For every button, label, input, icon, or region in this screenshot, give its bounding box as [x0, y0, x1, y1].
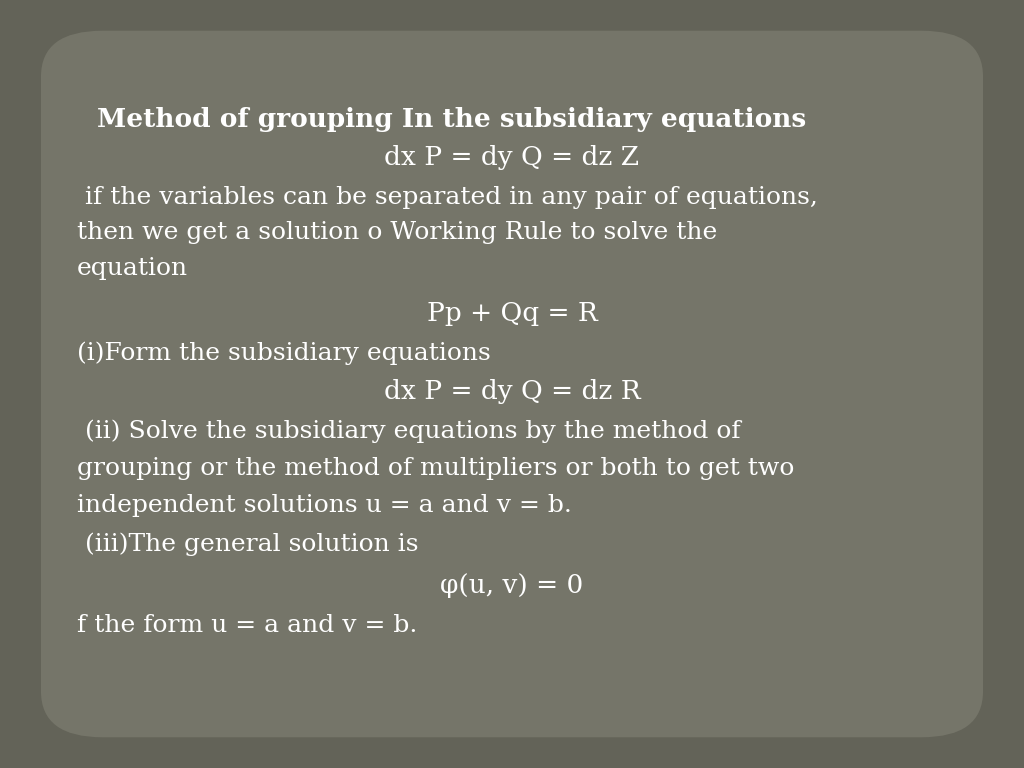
- Text: (i)Form the subsidiary equations: (i)Form the subsidiary equations: [77, 342, 490, 365]
- FancyBboxPatch shape: [41, 31, 983, 737]
- Text: Method of grouping In the subsidiary equations: Method of grouping In the subsidiary equ…: [97, 107, 807, 131]
- Text: grouping or the method of multipliers or both to get two: grouping or the method of multipliers or…: [77, 457, 795, 480]
- Text: f the form u = a and v = b.: f the form u = a and v = b.: [77, 614, 417, 637]
- Text: dx P = dy Q = dz R: dx P = dy Q = dz R: [384, 379, 640, 404]
- Text: then we get a solution o Working Rule to solve the: then we get a solution o Working Rule to…: [77, 221, 717, 244]
- Text: if the variables can be separated in any pair of equations,: if the variables can be separated in any…: [77, 186, 818, 209]
- Text: (ii) Solve the subsidiary equations by the method of: (ii) Solve the subsidiary equations by t…: [77, 420, 740, 443]
- Text: Pp + Qq = R: Pp + Qq = R: [427, 301, 597, 326]
- Text: equation: equation: [77, 257, 188, 280]
- Text: (iii)The general solution is: (iii)The general solution is: [77, 532, 418, 555]
- Text: independent solutions u = a and v = b.: independent solutions u = a and v = b.: [77, 494, 571, 517]
- Text: dx P = dy Q = dz Z: dx P = dy Q = dz Z: [384, 145, 640, 170]
- Text: φ(u, v) = 0: φ(u, v) = 0: [440, 574, 584, 598]
